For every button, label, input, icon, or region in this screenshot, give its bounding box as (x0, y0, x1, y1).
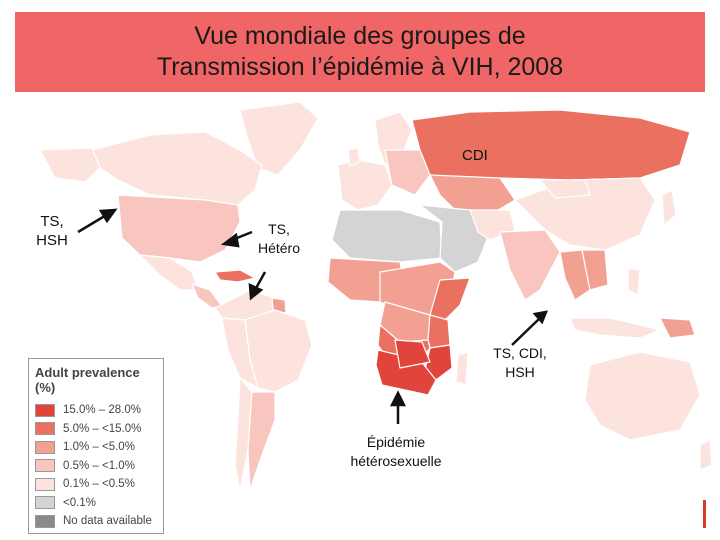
china (514, 177, 656, 251)
annotation-epidemie: Épidémie hétérosexuelle (330, 433, 462, 471)
central-america (191, 283, 223, 309)
legend-label: No data available (63, 515, 152, 528)
title-line-2: Transmission l’épidémie à VIH, 2008 (156, 53, 564, 81)
annotation-epidemie-line1: Épidémie (366, 434, 426, 450)
legend-label: <0.1% (63, 496, 96, 509)
legend-item: 5.0% – <15.0% (35, 420, 163, 439)
legend-item: No data available (35, 512, 163, 531)
legend-swatch (35, 440, 55, 454)
legend-item: 0.5% – <1.0% (35, 457, 163, 476)
caribbean (214, 269, 256, 283)
world-map (39, 101, 713, 491)
mongolia (539, 179, 591, 199)
east-africa (429, 277, 471, 321)
legend-swatch (35, 514, 55, 528)
russia (411, 109, 691, 181)
madagascar (455, 351, 469, 386)
western-europe (337, 159, 393, 211)
annotation-epidemie-line2: hétérosexuelle (350, 453, 442, 469)
title-line-1: Vue mondiale des groupes de (194, 22, 526, 50)
legend-swatch (35, 496, 55, 510)
annotation-cdi: CDI (462, 147, 488, 164)
canada (91, 131, 263, 206)
annotation-ts-hetero-line1: TS, (268, 221, 290, 237)
legend-label: 0.5% – <1.0% (63, 459, 135, 472)
annotation-ts-cdi-hsh-line1: TS, CDI, (493, 345, 547, 361)
legend-item: 15.0% – 28.0% (35, 401, 163, 420)
india (499, 229, 561, 301)
uk (347, 147, 361, 167)
eastern-europe (384, 149, 431, 196)
indonesia (569, 317, 661, 339)
zimbabwe-botswana (394, 339, 431, 369)
annotation-ts-hsh: TS, HSH (30, 212, 74, 250)
legend-title: Adult prevalence (%) (35, 365, 140, 395)
annotation-ts-cdi-hsh: TS, CDI, HSH (480, 344, 560, 382)
legend-label: 15.0% – 28.0% (63, 404, 142, 417)
legend-label: 5.0% – <15.0% (63, 422, 142, 435)
legend-swatch (35, 422, 55, 436)
legend-item: <0.1% (35, 494, 163, 513)
title-banner: Vue mondiale des groupes de Transmission… (15, 12, 705, 92)
greenland (239, 101, 319, 176)
annotation-ts-hsh-line1: TS, (40, 213, 64, 230)
arrow-ts-hsh (77, 212, 109, 234)
north-africa (331, 209, 443, 263)
annotation-ts-cdi-hsh-line2: HSH (505, 364, 535, 380)
annotation-ts-hetero: TS, Hétéro (254, 220, 304, 258)
australia (584, 351, 701, 441)
legend-swatch (35, 477, 55, 491)
legend-rows: 15.0% – 28.0% 5.0% – <15.0% 1.0% – <5.0% 0.… (29, 401, 163, 531)
arrow-se-asia (511, 317, 541, 346)
new-zealand (699, 439, 713, 471)
alaska (39, 147, 101, 183)
peru-bolivia (221, 317, 259, 389)
usa (117, 194, 241, 263)
japan (661, 189, 677, 226)
arrowhead-ts-hetero (220, 232, 240, 248)
legend-label: 1.0% – <5.0% (63, 441, 135, 454)
annotation-ts-hsh-line2: HSH (36, 232, 68, 249)
myanmar-thailand (559, 249, 591, 301)
legend-item: 0.1% – <0.5% (35, 475, 163, 494)
papua (659, 317, 696, 339)
legend-swatch (35, 459, 55, 473)
legend-label: 0.1% – <0.5% (63, 478, 135, 491)
slide-corner-mark (703, 500, 706, 528)
arrowhead-se-asia (532, 310, 548, 325)
prevalence-legend: Adult prevalence (%) 15.0% – 28.0% 5.0% –… (28, 358, 164, 534)
arrowhead-ts-hsh (98, 208, 118, 224)
philippines (627, 267, 641, 296)
argentina (247, 391, 276, 491)
legend-item: 1.0% – <5.0% (35, 438, 163, 457)
legend-swatch (35, 403, 55, 417)
arrowhead-africa (389, 390, 407, 407)
indochina (581, 249, 609, 291)
annotation-ts-hetero-line2: Hétéro (257, 240, 301, 256)
arrowhead-caribbean (248, 282, 264, 301)
tanzania-kenya (427, 314, 451, 349)
